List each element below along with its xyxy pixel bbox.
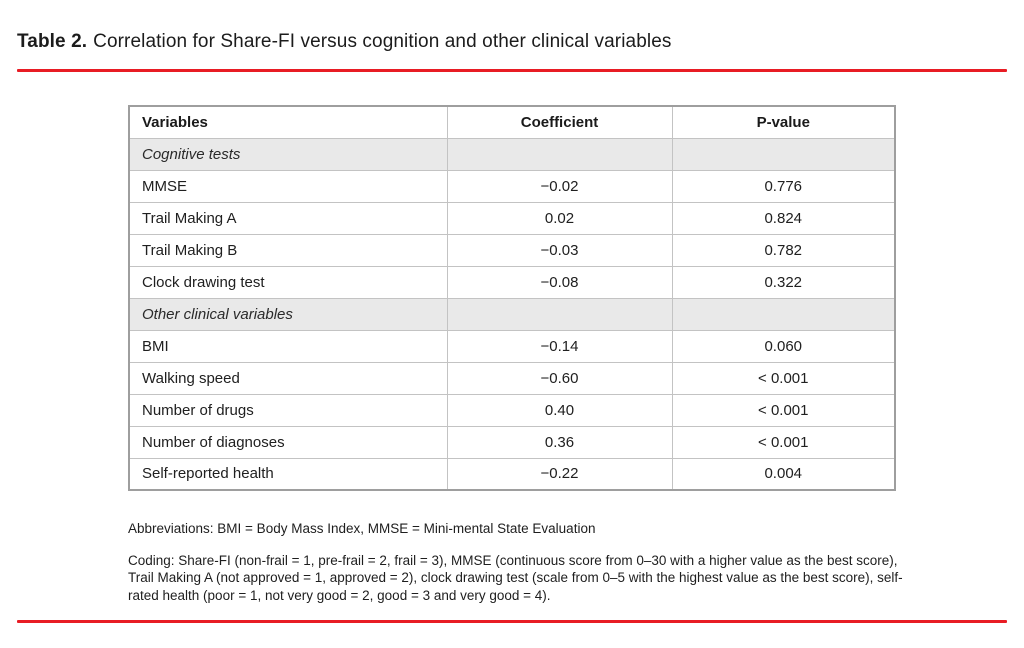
table-footnotes: Abbreviations: BMI = Body Mass Index, MM… <box>128 520 918 604</box>
variable-cell: MMSE <box>128 169 448 203</box>
coefficient-cell: 0.40 <box>446 393 673 427</box>
variable-cell: Trail Making B <box>128 233 448 267</box>
table-row-self-reported-health: Self-reported health −0.22 0.004 <box>128 457 896 491</box>
bottom-divider-rule <box>17 620 1007 623</box>
variable-cell: Walking speed <box>128 361 448 395</box>
pvalue-cell: < 0.001 <box>671 393 896 427</box>
coefficient-cell: −0.02 <box>446 169 673 203</box>
table-row-walking-speed: Walking speed −0.60 < 0.001 <box>128 361 896 395</box>
pvalue-cell: 0.776 <box>671 169 896 203</box>
table-row-bmi: BMI −0.14 0.060 <box>128 329 896 363</box>
variable-cell: Self-reported health <box>128 457 448 491</box>
coefficient-cell: 0.02 <box>446 201 673 235</box>
section-row-cognitive-tests: Cognitive tests <box>128 137 896 171</box>
section-label: Cognitive tests <box>128 137 448 171</box>
table-caption-text: Correlation for Share-FI versus cognitio… <box>93 31 672 52</box>
table-number-label: Table 2. <box>17 31 88 52</box>
pvalue-cell: 0.824 <box>671 201 896 235</box>
column-header-variables: Variables <box>128 105 448 139</box>
coefficient-cell: −0.14 <box>446 329 673 363</box>
table-title: Table 2. Correlation for Share-FI versus … <box>17 30 671 54</box>
table-row-mmse: MMSE −0.02 0.776 <box>128 169 896 203</box>
empty-cell <box>671 137 896 171</box>
pvalue-cell: 0.004 <box>671 457 896 491</box>
table-row-clock-drawing-test: Clock drawing test −0.08 0.322 <box>128 265 896 299</box>
table-row-trail-making-b: Trail Making B −0.03 0.782 <box>128 233 896 267</box>
coefficient-cell: −0.22 <box>446 457 673 491</box>
pvalue-cell: < 0.001 <box>671 425 896 459</box>
empty-cell <box>446 137 673 171</box>
column-header-coefficient: Coefficient <box>446 105 673 139</box>
pvalue-cell: < 0.001 <box>671 361 896 395</box>
table-row-number-of-drugs: Number of drugs 0.40 < 0.001 <box>128 393 896 427</box>
empty-cell <box>446 297 673 331</box>
pvalue-cell: 0.060 <box>671 329 896 363</box>
abbreviations-note: Abbreviations: BMI = Body Mass Index, MM… <box>128 521 596 536</box>
pvalue-cell: 0.322 <box>671 265 896 299</box>
coefficient-cell: −0.60 <box>446 361 673 395</box>
variable-cell: Clock drawing test <box>128 265 448 299</box>
variable-cell: Trail Making A <box>128 201 448 235</box>
coefficient-cell: −0.08 <box>446 265 673 299</box>
section-label: Other clinical variables <box>128 297 448 331</box>
empty-cell <box>671 297 896 331</box>
top-divider-rule <box>17 69 1007 72</box>
variable-cell: Number of diagnoses <box>128 425 448 459</box>
variable-cell: Number of drugs <box>128 393 448 427</box>
section-row-other-clinical-variables: Other clinical variables <box>128 297 896 331</box>
coefficient-cell: 0.36 <box>446 425 673 459</box>
coding-note: Coding: Share-FI (non-frail = 1, pre-fra… <box>128 552 903 603</box>
results-table: Variables Coefficient P-value Cognitive … <box>128 105 896 491</box>
table-row-trail-making-a: Trail Making A 0.02 0.824 <box>128 201 896 235</box>
column-header-pvalue: P-value <box>671 105 896 139</box>
coefficient-cell: −0.03 <box>446 233 673 267</box>
table-header-row: Variables Coefficient P-value <box>128 105 896 139</box>
pvalue-cell: 0.782 <box>671 233 896 267</box>
table-row-number-of-diagnoses: Number of diagnoses 0.36 < 0.001 <box>128 425 896 459</box>
variable-cell: BMI <box>128 329 448 363</box>
